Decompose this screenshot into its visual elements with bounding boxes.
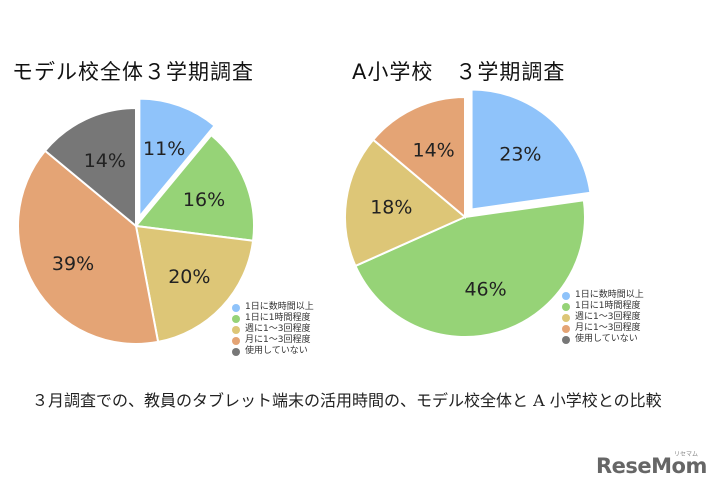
legend-2-item-2: 1日に1時間程度	[562, 301, 644, 312]
pie-2-slice-4	[371, 95, 466, 220]
pie-1-slice-2	[134, 133, 255, 242]
pie-2-label-4: 14%	[412, 140, 454, 162]
legend-label: 月に1〜3回程度	[245, 335, 311, 345]
legend-label: 週に1〜3回程度	[245, 324, 311, 334]
legend-label: 使用していない	[575, 334, 638, 344]
legend-2-item-4: 月に1〜3回程度	[562, 323, 644, 334]
legend-swatch	[562, 335, 570, 344]
chart-title-a-elementary: A小学校 ３学期調査	[352, 60, 566, 84]
resemom-logo: ReseMom	[596, 454, 707, 478]
figure-caption: ３月調査での、教員のタブレット端末の活用時間の、モデル校全体と A 小学校との比…	[32, 391, 662, 410]
legend-swatch	[232, 314, 240, 323]
legend-model-schools: 1日に数時間以上 1日に1時間程度 週に1〜3回程度 月に1〜3回程度 使用していない	[232, 302, 314, 357]
pie-1-slice-3	[134, 224, 255, 344]
legend-1-item-1: 1日に数時間以上	[232, 302, 314, 313]
legend-a-elementary: 1日に数時間以上 1日に1時間程度 週に1〜3回程度 月に1〜3回程度 使用していない	[562, 290, 644, 345]
pie-1: 11% 16% 20% 39% 14%	[17, 97, 255, 345]
pie-1-label-4: 39%	[52, 253, 94, 275]
pie-1-label-5: 14%	[84, 150, 126, 172]
legend-swatch	[562, 291, 570, 300]
legend-2-item-3: 週に1〜3回程度	[562, 312, 644, 323]
legend-2-item-1: 1日に数時間以上	[562, 290, 644, 301]
pie-1-label-3: 20%	[168, 266, 210, 288]
pie-2-slice-2	[354, 199, 586, 338]
pie-1-slice-4	[17, 149, 160, 345]
pie-1-slice-1	[138, 97, 217, 220]
chart-title-model-schools: モデル校全体３学期調査	[12, 60, 254, 84]
pie-2-label-3: 18%	[370, 197, 412, 219]
pie-1-label-2: 16%	[183, 189, 225, 211]
pie-2-label-2: 46%	[464, 279, 506, 301]
legend-label: 週に1〜3回程度	[575, 312, 641, 322]
legend-swatch	[232, 303, 240, 312]
legend-swatch	[232, 336, 240, 345]
pie-2: 23% 46% 18% 14%	[344, 88, 592, 338]
legend-label: 1日に数時間以上	[575, 290, 644, 300]
legend-1-item-4: 月に1〜3回程度	[232, 335, 314, 346]
pie-2-label-1: 23%	[499, 143, 541, 165]
resemom-logo-sub: リセマム	[674, 451, 699, 458]
legend-swatch	[562, 324, 570, 333]
legend-swatch	[562, 302, 570, 311]
legend-swatch	[562, 313, 570, 322]
legend-2-item-5: 使用していない	[562, 334, 644, 345]
legend-swatch	[232, 325, 240, 334]
pie-2-slice-1	[470, 88, 592, 211]
legend-label: 月に1〜3回程度	[575, 323, 641, 333]
legend-swatch	[232, 347, 240, 356]
legend-1-item-3: 週に1〜3回程度	[232, 324, 314, 335]
legend-label: 1日に1時間程度	[245, 313, 311, 323]
legend-1-item-2: 1日に1時間程度	[232, 313, 314, 324]
pie-2-slice-3	[344, 138, 467, 268]
legend-label: 使用していない	[245, 346, 308, 356]
pie-1-label-1: 11%	[143, 138, 185, 160]
legend-label: 1日に1時間程度	[575, 301, 641, 311]
legend-label: 1日に数時間以上	[245, 302, 314, 312]
legend-1-item-5: 使用していない	[232, 346, 314, 357]
pie-1-slice-5	[43, 106, 137, 229]
